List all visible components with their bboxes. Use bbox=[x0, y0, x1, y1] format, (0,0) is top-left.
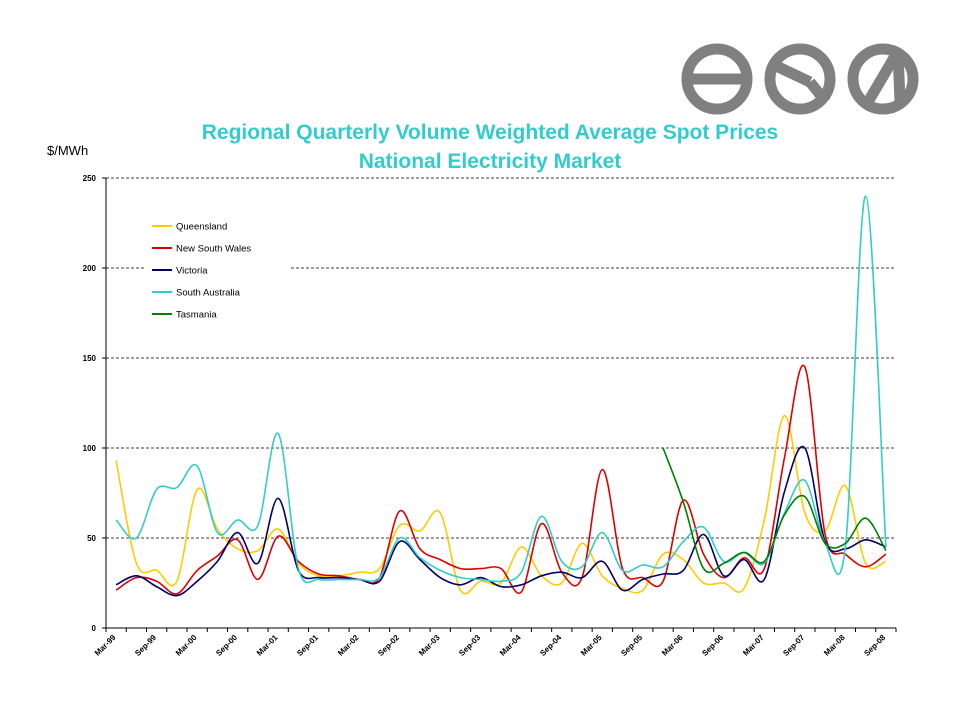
x-tick-label: Sep-02 bbox=[376, 633, 401, 658]
x-tick-label: Sep-01 bbox=[295, 633, 320, 658]
x-tick-label: Sep-04 bbox=[538, 633, 563, 658]
x-tick-label: Sep-07 bbox=[781, 633, 806, 658]
y-tick-label: 0 bbox=[92, 624, 97, 633]
y-tick-label: 100 bbox=[83, 444, 97, 453]
logo-glyphs bbox=[681, 43, 919, 115]
y-tick-label: 50 bbox=[87, 534, 96, 543]
x-tick-label: Mar-07 bbox=[741, 633, 766, 658]
x-tick-label: Mar-01 bbox=[255, 633, 280, 658]
y-tick-label: 250 bbox=[83, 174, 97, 183]
series-line-tasmania bbox=[662, 447, 887, 574]
series-line-victoria bbox=[115, 445, 887, 597]
chart-title: Regional Quarterly Volume Weighted Avera… bbox=[0, 118, 960, 176]
chart-title-line-1: Regional Quarterly Volume Weighted Avera… bbox=[201, 121, 779, 144]
x-tick-label: Sep-05 bbox=[619, 633, 644, 658]
legend-label-queensland: Queensland bbox=[176, 222, 227, 233]
x-tick-label: Sep-03 bbox=[457, 633, 482, 658]
aer-logo-icon bbox=[681, 43, 919, 115]
chart-title-line-2: National Electricity Market bbox=[358, 150, 622, 173]
series-line-new-south-wales bbox=[115, 364, 887, 595]
x-tick-label: Mar-00 bbox=[174, 633, 199, 658]
x-tick-label: Sep-08 bbox=[862, 633, 887, 658]
series-line-queensland bbox=[115, 414, 887, 595]
y-tick-label: 200 bbox=[83, 264, 97, 273]
x-tick-label: Sep-06 bbox=[700, 633, 725, 658]
legend-label-tasmania: Tasmania bbox=[176, 310, 217, 321]
legend-label-victoria: Victoria bbox=[176, 266, 208, 277]
x-tick-label: Mar-05 bbox=[579, 633, 604, 658]
x-tick-label: Mar-02 bbox=[336, 633, 361, 658]
x-tick-label: Mar-03 bbox=[417, 633, 442, 658]
x-tick-label: Sep-99 bbox=[133, 633, 158, 658]
y-axis-label: $/MWh bbox=[47, 143, 89, 158]
legend-label-new-south-wales: New South Wales bbox=[176, 244, 251, 255]
x-tick-label: Mar-08 bbox=[822, 633, 847, 658]
legend-label-south-australia: South Australia bbox=[176, 288, 241, 299]
x-tick-label: Mar-04 bbox=[498, 633, 523, 658]
y-tick-label: 150 bbox=[83, 354, 97, 363]
x-tick-label: Mar-06 bbox=[660, 633, 685, 658]
series-line-south-australia bbox=[115, 195, 887, 584]
x-tick-label: Mar-99 bbox=[93, 633, 118, 658]
x-tick-label: Sep-00 bbox=[214, 633, 239, 658]
